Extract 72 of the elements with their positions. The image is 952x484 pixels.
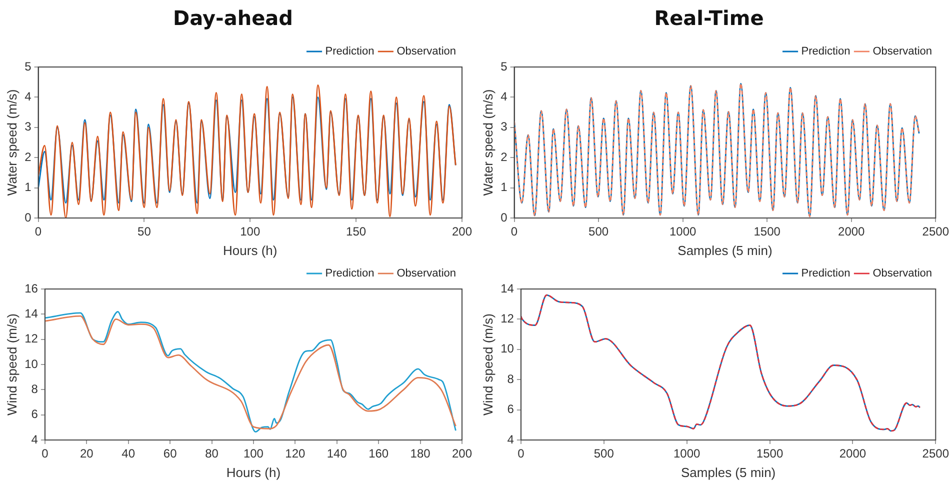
x-tick-label: 2000 [838, 224, 866, 239]
x-axis-title: Hours (h) [226, 464, 281, 480]
x-tick-label: 100 [243, 446, 264, 461]
chart-title: Real-Time [654, 6, 764, 30]
x-tick-label: 50 [138, 224, 152, 239]
legend-label: Prediction [801, 268, 850, 280]
x-tick-label: 0 [518, 446, 525, 461]
x-tick-label: 2500 [922, 446, 950, 461]
x-axis-title: Samples (5 min) [680, 464, 776, 480]
y-tick-label: 4 [500, 90, 508, 104]
x-tick-label: 200 [452, 224, 472, 239]
x-tick-label: 60 [163, 446, 178, 461]
chart-title: Day-ahead [173, 6, 293, 30]
y-tick-label: 4 [24, 90, 32, 104]
y-tick-label: 14 [500, 281, 514, 296]
x-tick-label: 120 [285, 446, 306, 461]
legend-label: Observation [872, 268, 932, 280]
x-tick-label: 180 [410, 446, 431, 461]
legend-label: Observation [396, 268, 456, 280]
x-tick-label: 2500 [922, 224, 950, 239]
x-tick-label: 80 [205, 446, 219, 461]
y-tick-label: 6 [31, 407, 38, 422]
y-tick-label: 10 [500, 342, 514, 356]
x-tick-label: 500 [594, 446, 614, 461]
x-tick-label: 200 [452, 446, 472, 461]
y-tick-label: 3 [500, 120, 508, 134]
y-tick-label: 4 [31, 432, 38, 446]
x-tick-label: 20 [80, 446, 94, 461]
x-tick-label: 1000 [669, 224, 696, 239]
x-tick-label: 1000 [673, 446, 700, 461]
y-tick-label: 10 [24, 356, 38, 371]
line-series [38, 84, 456, 218]
y-axis-title: Water speed (m/s) [4, 89, 20, 196]
legend-label: Prediction [325, 268, 374, 280]
legend-label: Observation [396, 46, 456, 58]
x-tick-label: 500 [588, 224, 609, 239]
y-tick-label: 6 [507, 402, 514, 416]
y-axis-title: Wind speed (m/s) [480, 314, 496, 416]
x-tick-label: 150 [346, 224, 366, 239]
x-tick-label: 100 [240, 224, 260, 239]
x-axis-title: Samples (5 min) [678, 242, 772, 258]
y-tick-label: 0 [24, 210, 32, 224]
y-tick-label: 0 [500, 210, 508, 224]
y-axis-title: Wind speed (m/s) [4, 314, 20, 416]
x-tick-label: 160 [368, 446, 389, 461]
x-tick-label: 2000 [839, 446, 866, 461]
y-tick-label: 4 [507, 432, 514, 446]
y-tick-label: 5 [500, 59, 508, 74]
y-tick-label: 1 [500, 180, 508, 194]
x-tick-label: 40 [122, 446, 136, 461]
y-tick-label: 2 [24, 150, 32, 164]
y-axis-title: Water speed (m/s) [480, 89, 496, 196]
line-series [514, 82, 920, 218]
y-tick-label: 3 [24, 120, 32, 134]
y-tick-label: 8 [31, 382, 38, 396]
x-tick-label: 1500 [754, 224, 781, 239]
line-series [520, 294, 921, 432]
legend-label: Prediction [801, 46, 850, 58]
x-tick-label: 1500 [756, 446, 784, 461]
y-tick-label: 16 [24, 281, 38, 296]
legend-label: Observation [872, 46, 932, 58]
y-tick-label: 14 [24, 306, 38, 320]
y-tick-label: 2 [500, 150, 508, 164]
y-tick-label: 1 [24, 180, 32, 194]
legend-label: Prediction [325, 46, 374, 58]
y-tick-label: 12 [500, 312, 514, 326]
y-tick-label: 5 [24, 59, 32, 74]
x-tick-label: 140 [326, 446, 348, 461]
y-tick-label: 12 [24, 332, 38, 346]
y-tick-label: 8 [507, 372, 514, 386]
x-tick-label: 0 [42, 446, 49, 461]
x-axis-title: Hours (h) [223, 242, 278, 258]
